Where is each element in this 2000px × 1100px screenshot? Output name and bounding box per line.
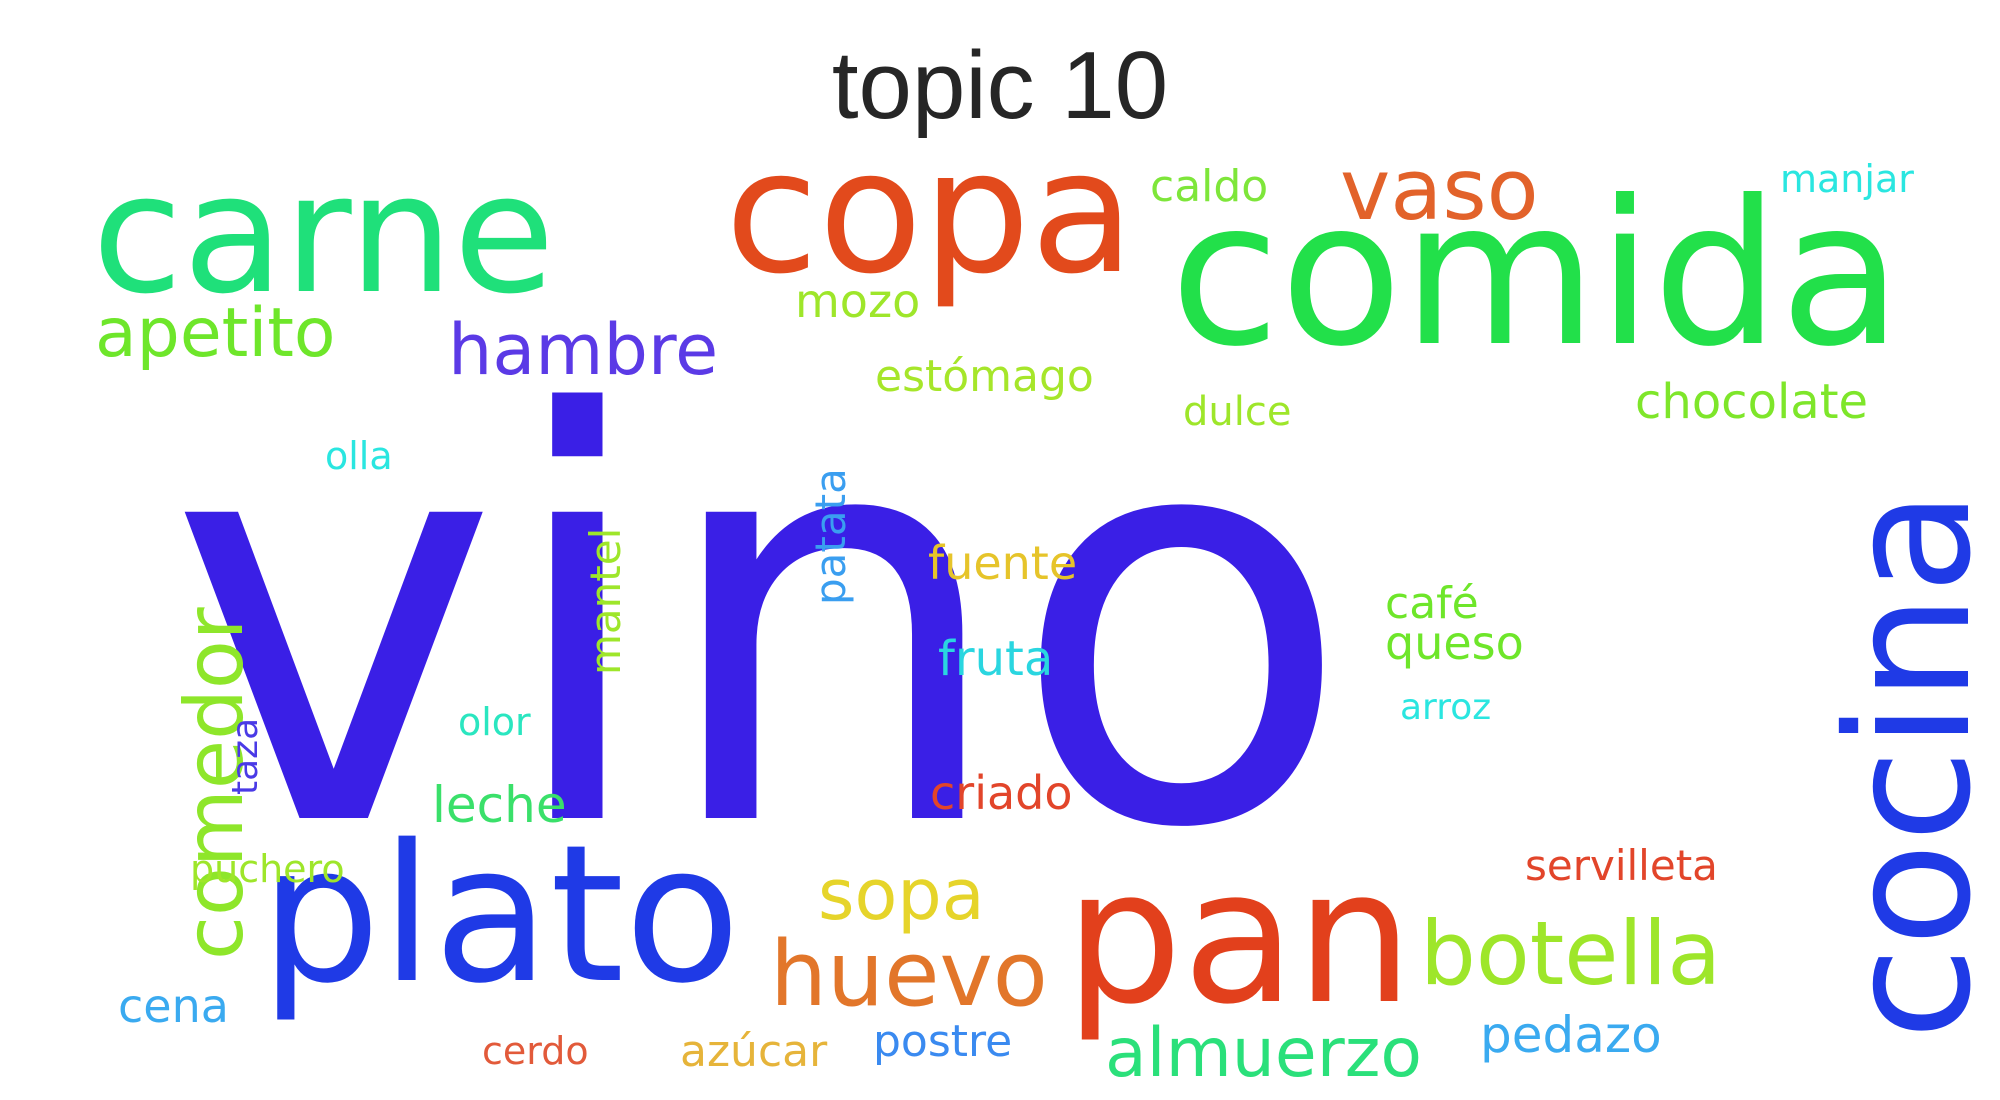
word-estomago: estómago [875,351,1094,402]
word-cena: cena [118,979,229,1033]
word-postre: postre [873,1016,1013,1067]
word-botella: botella [1420,902,1722,1005]
word-queso: queso [1385,616,1524,670]
word-pedazo: pedazo [1480,1006,1662,1064]
word-huevo: huevo [770,922,1048,1027]
word-olor: olor [458,700,531,744]
word-sopa: sopa [818,854,985,936]
word-pan: pan [1065,829,1414,1045]
word-vino: vino [168,299,1353,951]
word-manjar: manjar [1780,157,1914,201]
word-leche: leche [432,776,567,834]
chart-title: topic 10 [831,32,1169,139]
word-vaso: vaso [1340,141,1539,240]
word-apetito: apetito [95,294,336,373]
word-almuerzo: almuerzo [1105,1014,1422,1093]
word-fruta: fruta [938,631,1054,687]
word-servilleta: servilleta [1525,841,1718,890]
word-mozo: mozo [795,274,921,328]
word-hambre: hambre [448,309,719,391]
word-taza: taza [225,717,266,795]
word-dulce: dulce [1183,389,1292,435]
word-fuente: fuente [928,536,1078,590]
word-comida: comida [1170,158,1903,391]
word-cerdo: cerdo [482,1029,589,1073]
word-chocolate: chocolate [1635,374,1869,430]
word-copa: copa [725,114,1135,312]
word-puchero: puchero [190,847,345,891]
word-azucar: azúcar [680,1026,828,1077]
word-criado: criado [930,766,1073,820]
word-mantel: mantel [581,527,630,675]
word-arroz: arroz [1400,687,1492,728]
word-caldo: caldo [1150,161,1269,212]
word-cafe: café [1385,578,1479,629]
word-plato: plato [260,804,741,1025]
word-patata: patata [806,468,855,605]
word-cocina: cocina [1811,489,2000,1040]
word-olla: olla [325,434,393,478]
word-carne: carne [92,138,555,330]
